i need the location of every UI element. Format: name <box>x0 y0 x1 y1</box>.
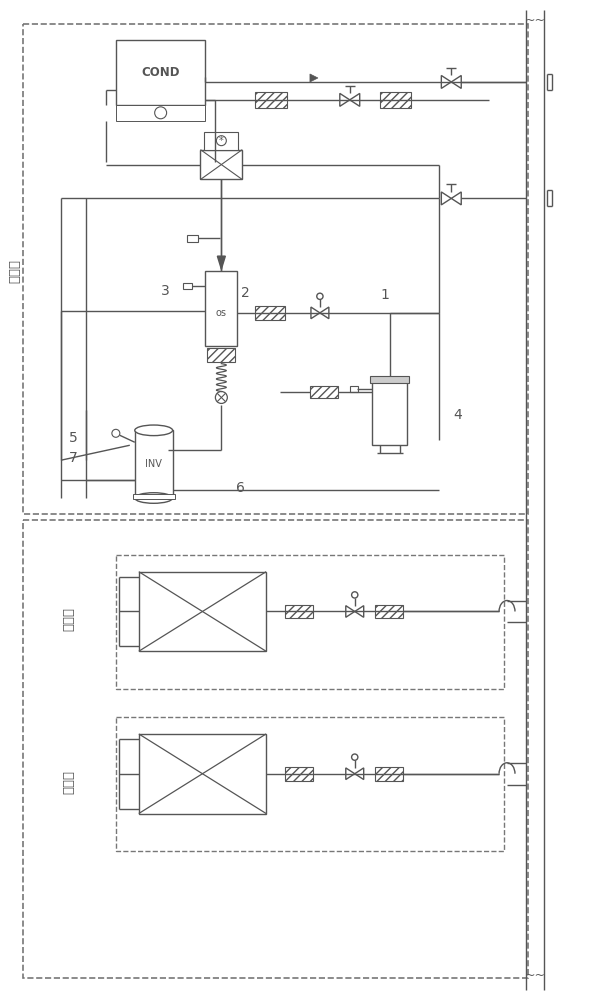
Bar <box>116 555 504 689</box>
Bar <box>370 376 409 383</box>
Polygon shape <box>451 192 461 205</box>
Bar <box>374 605 402 618</box>
Text: os: os <box>216 308 227 318</box>
Text: 7: 7 <box>69 451 77 465</box>
Bar <box>205 132 238 150</box>
Bar <box>116 105 206 121</box>
Bar <box>310 386 338 398</box>
Bar <box>285 767 313 781</box>
Bar <box>200 150 242 179</box>
Polygon shape <box>340 93 350 106</box>
Polygon shape <box>451 75 461 88</box>
Text: 室内机: 室内机 <box>63 770 75 794</box>
Text: 室内机: 室内机 <box>63 607 75 631</box>
Bar <box>255 92 287 108</box>
Bar <box>139 572 266 651</box>
Polygon shape <box>310 74 318 82</box>
Bar <box>372 381 407 445</box>
Polygon shape <box>441 192 451 205</box>
Bar <box>23 520 528 978</box>
Bar <box>380 92 411 108</box>
Bar <box>255 306 285 320</box>
Bar <box>23 24 528 514</box>
Text: 6: 6 <box>236 481 245 495</box>
Bar <box>139 734 266 814</box>
Bar <box>187 235 199 242</box>
Polygon shape <box>218 256 225 269</box>
Bar <box>206 271 237 346</box>
Polygon shape <box>355 606 364 617</box>
Ellipse shape <box>135 425 173 436</box>
Text: 2: 2 <box>241 286 249 300</box>
Polygon shape <box>355 768 364 780</box>
Polygon shape <box>346 606 355 617</box>
Text: COND: COND <box>141 66 180 79</box>
Bar <box>285 605 313 618</box>
Bar <box>208 348 235 362</box>
Text: 5: 5 <box>69 431 77 445</box>
Polygon shape <box>346 768 355 780</box>
Polygon shape <box>311 307 320 319</box>
Text: 室外机: 室外机 <box>9 259 22 283</box>
Bar <box>350 386 358 392</box>
Bar <box>374 767 402 781</box>
Circle shape <box>112 429 120 437</box>
Bar <box>116 717 504 851</box>
Bar <box>116 40 206 105</box>
Text: INV: INV <box>145 459 162 469</box>
Polygon shape <box>441 75 451 88</box>
Ellipse shape <box>135 493 173 503</box>
Text: ~~: ~~ <box>524 14 545 27</box>
Bar <box>135 430 173 498</box>
Text: 1: 1 <box>380 288 389 302</box>
Text: ~~: ~~ <box>524 969 545 982</box>
Circle shape <box>215 392 227 403</box>
Bar <box>133 494 175 499</box>
Text: 3: 3 <box>161 284 170 298</box>
Polygon shape <box>350 93 360 106</box>
Text: 4: 4 <box>453 408 462 422</box>
Circle shape <box>216 136 226 146</box>
Bar <box>182 283 193 289</box>
Text: *: * <box>219 136 224 146</box>
Polygon shape <box>320 307 329 319</box>
